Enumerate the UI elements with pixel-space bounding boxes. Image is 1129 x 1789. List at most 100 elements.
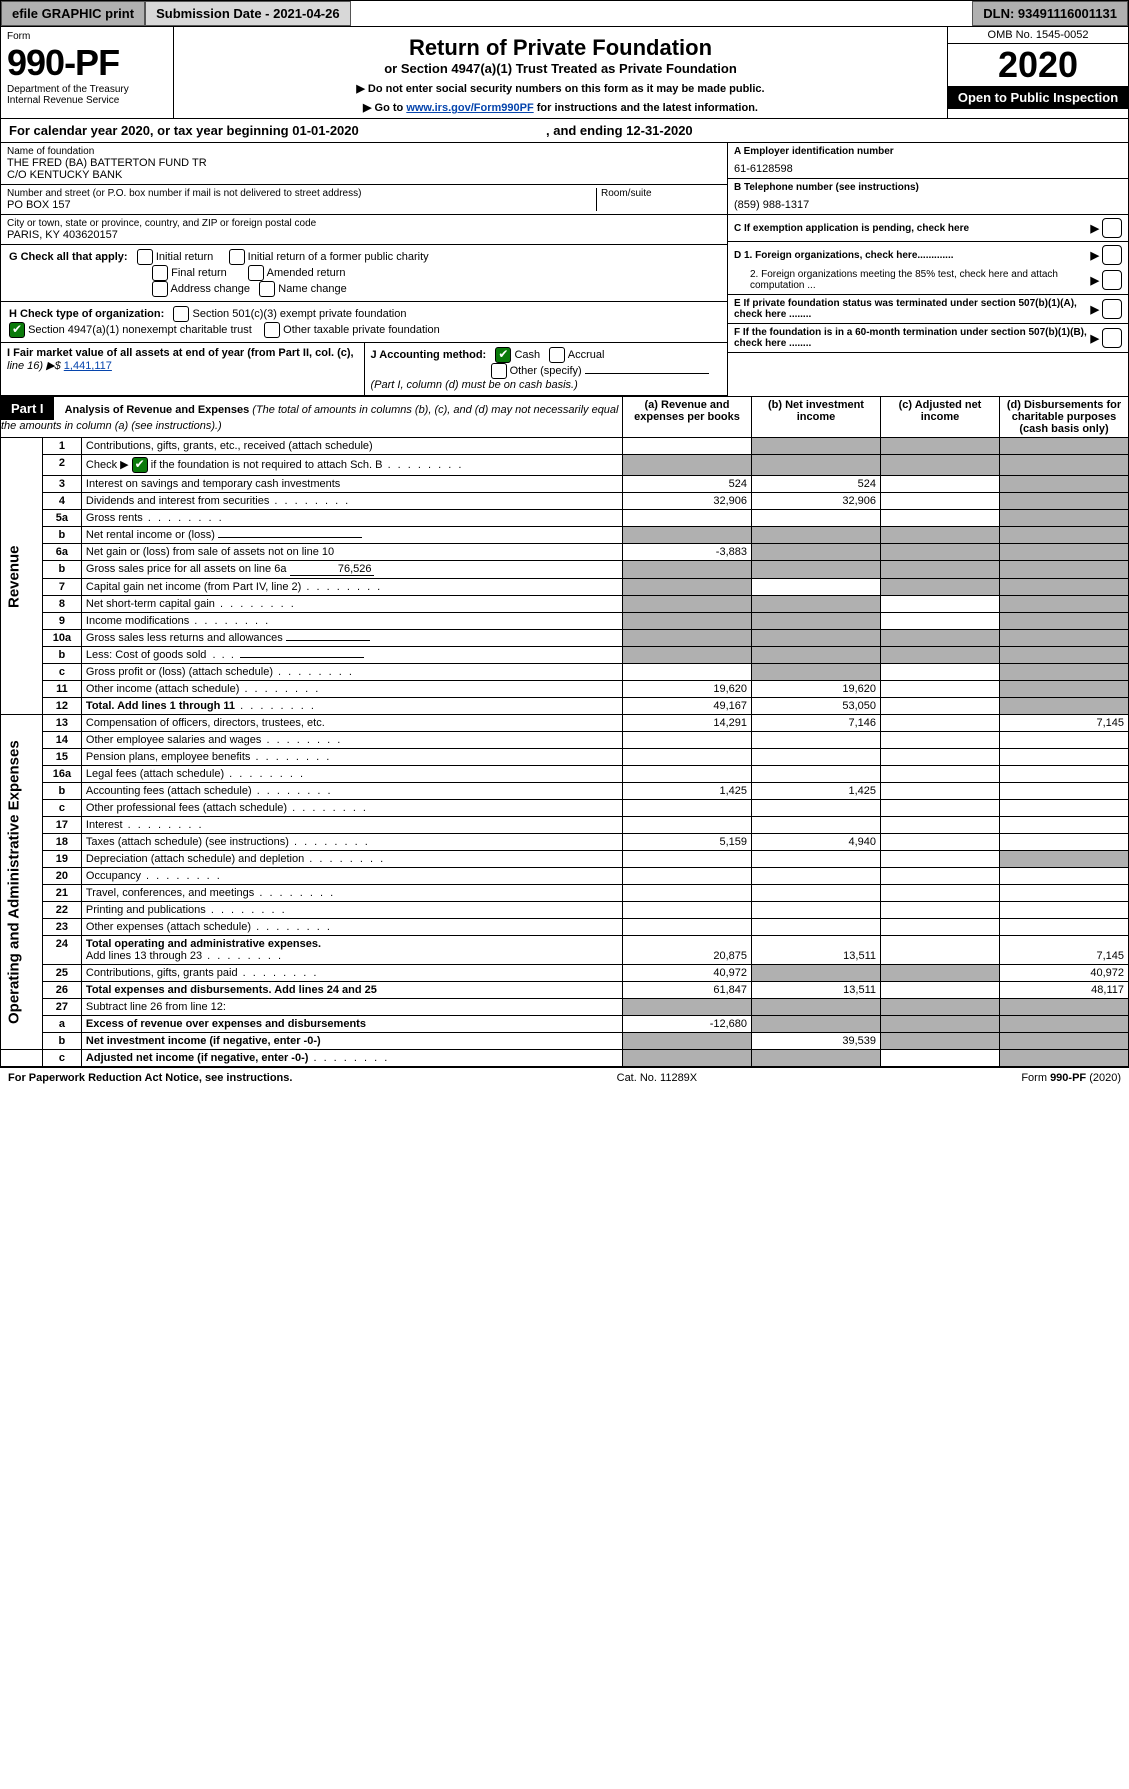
line-desc: Compensation of officers, directors, tru… bbox=[81, 715, 622, 732]
checkbox-e[interactable] bbox=[1102, 299, 1122, 319]
line2-pre: Check ▶ bbox=[86, 459, 132, 471]
line-desc: Gross sales price for all assets on line… bbox=[86, 563, 287, 575]
line-num: 23 bbox=[42, 919, 81, 936]
g-label: G Check all that apply: bbox=[9, 251, 128, 263]
line-desc: Other income (attach schedule) bbox=[86, 683, 239, 695]
line-num: 19 bbox=[42, 851, 81, 868]
line-num: 8 bbox=[42, 596, 81, 613]
part1-label: Part I bbox=[1, 397, 54, 420]
checkbox-other-taxable[interactable] bbox=[264, 322, 280, 338]
table-row: 20Occupancy bbox=[1, 868, 1129, 885]
line-desc: Contributions, gifts, grants, etc., rece… bbox=[81, 438, 622, 455]
form-note2: ▶ Go to www.irs.gov/Form990PF for instru… bbox=[182, 101, 939, 114]
h-4947: Section 4947(a)(1) nonexempt charitable … bbox=[28, 324, 252, 336]
table-row: 16aLegal fees (attach schedule) bbox=[1, 766, 1129, 783]
calyear-mid: , and ending bbox=[546, 123, 626, 138]
g-initial-former: Initial return of a former public charit… bbox=[248, 251, 429, 263]
dept-line2: Internal Revenue Service bbox=[7, 95, 167, 106]
footer-catno: Cat. No. 11289X bbox=[617, 1072, 698, 1084]
cell-b: 7,146 bbox=[752, 715, 881, 732]
submission-date-button[interactable]: Submission Date - 2021-04-26 bbox=[145, 1, 351, 26]
col-a-header: (a) Revenue and expenses per books bbox=[623, 397, 752, 438]
calyear-pre: For calendar year 2020, or tax year begi… bbox=[9, 123, 292, 138]
foundation-name-2: C/O KENTUCKY BANK bbox=[7, 169, 721, 181]
table-row: cOther professional fees (attach schedul… bbox=[1, 800, 1129, 817]
cell-a: 32,906 bbox=[623, 493, 752, 510]
h-501: Section 501(c)(3) exempt private foundat… bbox=[192, 308, 406, 320]
line-desc: Interest on savings and temporary cash i… bbox=[81, 476, 622, 493]
table-row: bLess: Cost of goods sold . . . bbox=[1, 647, 1129, 664]
other-specify-input[interactable] bbox=[585, 373, 709, 374]
cell-a: 14,291 bbox=[623, 715, 752, 732]
checkbox-address-change[interactable] bbox=[152, 281, 168, 297]
checkbox-501c3[interactable] bbox=[173, 306, 189, 322]
cell-a: 40,972 bbox=[623, 965, 752, 982]
section-h: H Check type of organization: Section 50… bbox=[1, 302, 727, 343]
g-initial: Initial return bbox=[156, 251, 213, 263]
cell-b: 1,425 bbox=[752, 783, 881, 800]
efile-print-button[interactable]: efile GRAPHIC print bbox=[1, 1, 145, 26]
checkbox-f[interactable] bbox=[1102, 328, 1122, 348]
line-num: b bbox=[42, 647, 81, 664]
line-num: 11 bbox=[42, 681, 81, 698]
checkbox-d2[interactable] bbox=[1102, 270, 1122, 290]
table-row: 26Total expenses and disbursements. Add … bbox=[1, 982, 1129, 999]
checkbox-amended-return[interactable] bbox=[248, 265, 264, 281]
line-num: b bbox=[42, 1033, 81, 1050]
line-num: 24 bbox=[42, 936, 81, 965]
line-desc: Net investment income (if negative, ente… bbox=[86, 1035, 321, 1047]
addr-line: PO BOX 157 bbox=[7, 199, 596, 211]
table-row: 8 Net short-term capital gain bbox=[1, 596, 1129, 613]
line-desc: Net short-term capital gain bbox=[86, 598, 215, 610]
cell-a: 1,425 bbox=[623, 783, 752, 800]
form-title: Return of Private Foundation bbox=[182, 35, 939, 61]
calyear-begin: 01-01-2020 bbox=[292, 123, 359, 138]
line-num: 2 bbox=[42, 455, 81, 476]
line-num: 13 bbox=[42, 715, 81, 732]
cell-b: 13,511 bbox=[752, 936, 881, 965]
line-num: a bbox=[42, 1016, 81, 1033]
calyear-end: 12-31-2020 bbox=[626, 123, 693, 138]
input-6b: 76,526 bbox=[290, 563, 374, 576]
cell-a: 5,159 bbox=[623, 834, 752, 851]
checkbox-c[interactable] bbox=[1102, 218, 1122, 238]
cell-a: 49,167 bbox=[623, 698, 752, 715]
col-d-header: (d) Disbursements for charitable purpose… bbox=[1000, 397, 1129, 438]
line-desc: Depreciation (attach schedule) and deple… bbox=[86, 853, 304, 865]
i-label: I Fair market value of all assets at end… bbox=[7, 347, 354, 359]
checkbox-4947a1[interactable]: ✔ bbox=[9, 322, 25, 338]
addr-label: Number and street (or P.O. box number if… bbox=[7, 188, 596, 199]
line-num: 20 bbox=[42, 868, 81, 885]
checkbox-d1[interactable] bbox=[1102, 245, 1122, 265]
section-g: G Check all that apply: Initial return I… bbox=[1, 245, 727, 302]
line-desc: Adjusted net income (if negative, enter … bbox=[86, 1052, 308, 1064]
input-10a[interactable] bbox=[286, 640, 370, 641]
table-row: bNet rental income or (loss) bbox=[1, 527, 1129, 544]
j-label: J Accounting method: bbox=[371, 349, 487, 361]
checkbox-initial-former[interactable] bbox=[229, 249, 245, 265]
instructions-link[interactable]: www.irs.gov/Form990PF bbox=[406, 102, 533, 114]
line-num: 14 bbox=[42, 732, 81, 749]
line-desc: Total. Add lines 1 through 11 bbox=[86, 700, 235, 712]
checkbox-sch-b[interactable]: ✔ bbox=[132, 457, 148, 473]
g-amended: Amended return bbox=[267, 267, 346, 279]
form-word: Form bbox=[7, 31, 167, 42]
g-final: Final return bbox=[171, 267, 227, 279]
checkbox-other-method[interactable] bbox=[491, 363, 507, 379]
line-num: 9 bbox=[42, 613, 81, 630]
checkbox-accrual[interactable] bbox=[549, 347, 565, 363]
fmv-link[interactable]: 1,441,117 bbox=[64, 360, 112, 372]
line-desc-2: Add lines 13 through 23 bbox=[86, 950, 202, 962]
table-row: 5aGross rents bbox=[1, 510, 1129, 527]
checkbox-initial-return[interactable] bbox=[137, 249, 153, 265]
table-row: 3Interest on savings and temporary cash … bbox=[1, 476, 1129, 493]
line-num: b bbox=[42, 783, 81, 800]
line-num: 3 bbox=[42, 476, 81, 493]
checkbox-final-return[interactable] bbox=[152, 265, 168, 281]
checkbox-cash[interactable]: ✔ bbox=[495, 347, 511, 363]
line-desc: Net gain or (loss) from sale of assets n… bbox=[81, 544, 622, 561]
line-desc: Capital gain net income (from Part IV, l… bbox=[86, 581, 301, 593]
input-10b[interactable] bbox=[240, 657, 364, 658]
input-5b[interactable] bbox=[218, 537, 362, 538]
checkbox-name-change[interactable] bbox=[259, 281, 275, 297]
